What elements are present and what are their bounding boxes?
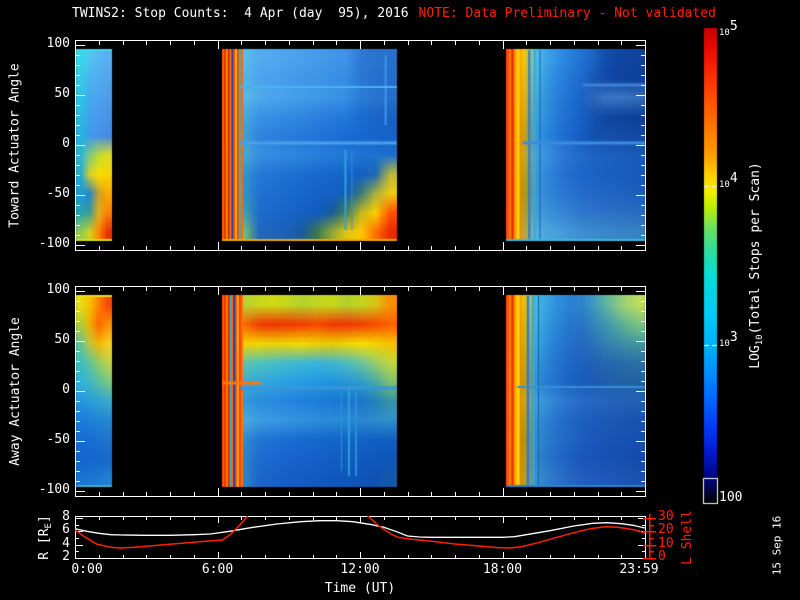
- title-note: NOTE: Data Preliminary - Not validated: [418, 6, 716, 21]
- colorbar-tick-label: 104: [719, 171, 738, 191]
- y-axis-label-away: Away Actuator Angle: [7, 316, 23, 466]
- y-tick-label: 0: [62, 136, 70, 151]
- y-tick-label: 100: [46, 282, 70, 297]
- y-tick-label: -100: [38, 482, 70, 497]
- colorbar-label: LOG10(Total Stops per Scan): [747, 162, 765, 369]
- colorbar-tick-label: 105: [719, 19, 738, 39]
- y-tick-label: 100: [46, 36, 70, 51]
- y-axis-label-toward: Toward Actuator Angle: [7, 62, 23, 228]
- y-tick-label: -100: [38, 236, 70, 251]
- y-tick-label: 50: [54, 332, 70, 347]
- x-tick-label: 12:00: [340, 562, 380, 577]
- r-tick-label: 8: [62, 509, 70, 524]
- date-stamp: 15 Sep 16: [770, 515, 784, 575]
- r-tick-label: 2: [62, 549, 70, 564]
- x-tick-label: 18:00: [482, 562, 523, 577]
- y-tick-label: -50: [46, 432, 70, 447]
- y-tick-label: 50: [54, 86, 70, 101]
- colorbar-tick-label: 100: [719, 490, 743, 505]
- r-tick-label: 6: [62, 522, 70, 538]
- l-tick-label: 10: [658, 535, 674, 551]
- l-tick-label: 20: [658, 522, 674, 538]
- x-tick-label: 23:59: [619, 562, 659, 577]
- r-tick-label: 4: [62, 535, 70, 551]
- y-tick-label: 0: [62, 382, 70, 397]
- l-tick-label: 0: [658, 549, 666, 564]
- x-tick-label: 0:00: [71, 562, 103, 577]
- colorbar-tick-label: 103: [719, 329, 738, 349]
- y-tick-label: -50: [46, 186, 70, 201]
- title-text: TWINS2: Stop Counts: 4 Apr (day 95), 201…: [72, 6, 409, 21]
- page-title: TWINS2: Stop Counts: 4 Apr (day 95), 201…: [72, 7, 716, 21]
- x-axis-label: Time (UT): [324, 581, 396, 596]
- l-tick-label: 30: [658, 509, 674, 524]
- x-tick-label: 6:00: [201, 562, 234, 577]
